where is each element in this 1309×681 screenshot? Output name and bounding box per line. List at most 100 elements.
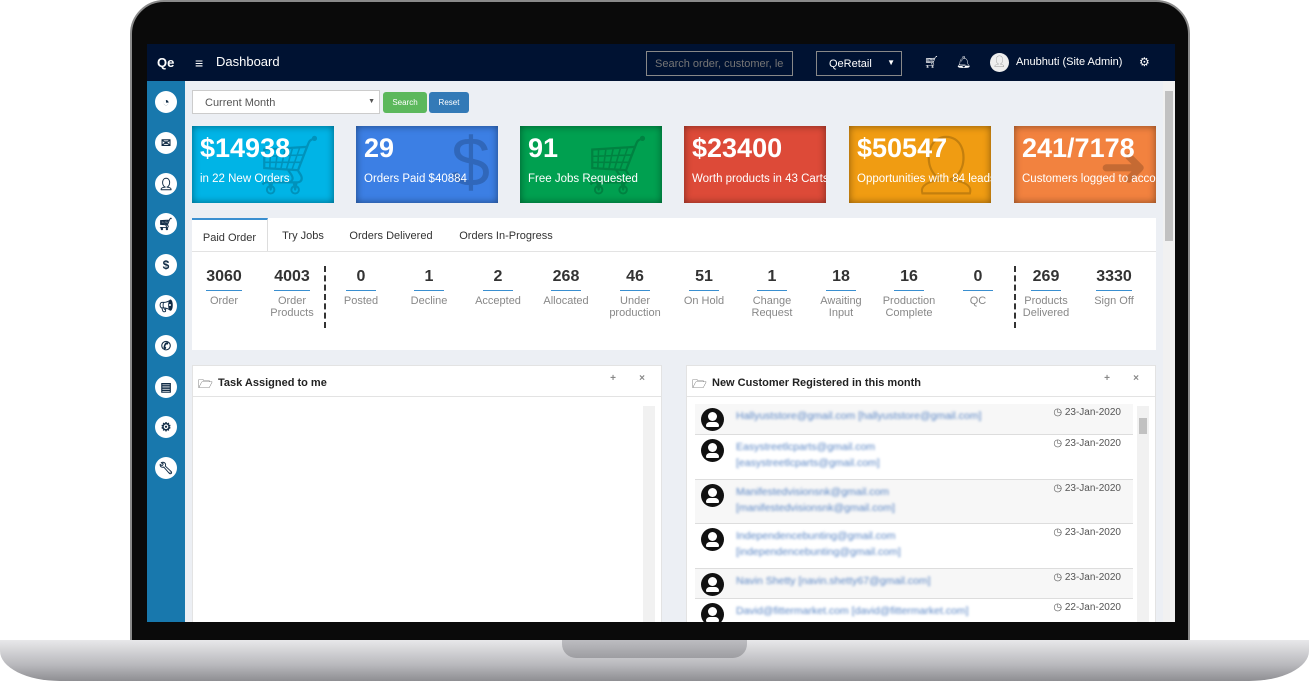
registered-date: ◷ 23-Jan-2020 — [1053, 527, 1121, 538]
scrollbar[interactable] — [1137, 406, 1149, 622]
expand-icon[interactable]: + — [1104, 373, 1110, 384]
scrollbar[interactable] — [643, 406, 655, 622]
store-select[interactable]: QeRetail ▼ — [816, 51, 902, 76]
card-carts[interactable]: $23400 Worth products in 43 Carts — [684, 126, 826, 203]
cart-icon[interactable]: 🛒︎ — [155, 213, 177, 235]
date-text: 23-Jan-2020 — [1064, 438, 1121, 449]
megaphone-icon[interactable]: 📢︎ — [155, 295, 177, 317]
avatar[interactable]: 👤︎ — [990, 53, 1009, 72]
stat-value: 269 — [1031, 268, 1061, 291]
dashboard-icon[interactable]: ◔ — [155, 91, 177, 113]
stat-item[interactable]: 2 Accepted — [466, 268, 530, 307]
card-label: in 22 New Orders — [200, 173, 290, 185]
tab-paid-order[interactable]: Paid Order — [192, 218, 268, 251]
clock-icon: ◷ — [1053, 572, 1065, 583]
registered-date: ◷ 22-Jan-2020 — [1053, 602, 1121, 613]
customer-row[interactable]: Hallyuststore@gmail.com [hallyuststore@g… — [695, 404, 1133, 435]
settings-icon[interactable]: ⚙ — [1139, 55, 1150, 69]
customer-email[interactable]: Easystreetlcparts@gmail.com [easystreetl… — [736, 441, 880, 469]
customer-row[interactable]: Easystreetlcparts@gmail.com [easystreetl… — [695, 435, 1133, 480]
user-name[interactable]: Anubhuti (Site Admin) — [1016, 56, 1123, 68]
card-opportunities[interactable]: 👤︎ $50547 Opportunities with 84 leads — [849, 126, 991, 203]
registered-date: ◷ 23-Jan-2020 — [1053, 407, 1121, 418]
clock-icon: ◷ — [1053, 602, 1065, 613]
stat-item[interactable]: 46 Under production — [603, 268, 667, 319]
cart-icon[interactable]: 🛒︎ — [924, 55, 940, 69]
caret-down-icon: ▼ — [887, 58, 895, 67]
menu-icon[interactable]: ≡ — [195, 55, 204, 71]
card-label: Worth products in 43 Carts — [692, 173, 826, 185]
stat-value: 268 — [551, 268, 581, 291]
card-customers-logged[interactable]: ➜ 241/7178 Customers logged to accou — [1014, 126, 1156, 203]
stat-value: 3330 — [1096, 268, 1132, 291]
customer-email[interactable]: Independencebunting@gmail.com [independe… — [736, 530, 901, 558]
customer-email[interactable]: David@fittermarket.com [david@fittermark… — [736, 605, 969, 617]
scroll-thumb[interactable] — [1165, 91, 1173, 241]
customer-row[interactable]: Manifestedvisionsnk@gmail.com [manifeste… — [695, 480, 1133, 524]
search-input[interactable] — [646, 51, 793, 76]
phone-icon[interactable]: ✆ — [155, 335, 177, 357]
stat-item[interactable]: 269 Products Delivered — [1014, 268, 1078, 319]
card-new-orders[interactable]: 🛒︎ $14938 in 22 New Orders — [192, 126, 334, 203]
bell-icon[interactable]: 🔔︎ — [956, 55, 972, 69]
envelope-icon[interactable]: ✉ — [155, 132, 177, 154]
stat-item[interactable]: 0 QC — [946, 268, 1010, 307]
tab-orders-in-progress[interactable]: Orders In-Progress — [459, 230, 553, 242]
close-icon[interactable]: × — [1133, 373, 1139, 384]
store-value: QeRetail — [829, 58, 872, 70]
stat-label: Allocated — [543, 295, 589, 307]
sign-in-icon: ➜ — [1099, 134, 1148, 199]
card-free-jobs[interactable]: 🛒︎ 91 Free Jobs Requested — [520, 126, 662, 203]
tab-orders-delivered[interactable]: Orders Delivered — [349, 230, 433, 242]
folder-open-icon: 🗁 — [198, 377, 213, 391]
registered-date: ◷ 23-Jan-2020 — [1053, 483, 1121, 494]
registered-date: ◷ 23-Jan-2020 — [1053, 572, 1121, 583]
customer-email[interactable]: Navin Shetty [navin.shetty67@gmail.com] — [736, 575, 931, 587]
period-select[interactable]: Current Month ▼ — [192, 90, 380, 114]
clock-icon: ◷ — [1053, 407, 1065, 418]
card-orders-paid[interactable]: $29 Orders Paid $40884 — [356, 126, 498, 203]
stat-item[interactable]: 0 Posted — [329, 268, 393, 307]
cart-icon: 🛒︎ — [580, 133, 654, 198]
customer-email[interactable]: Hallyuststore@gmail.com [hallyuststore@g… — [736, 410, 982, 422]
cogs-icon[interactable]: ⚙ — [155, 416, 177, 438]
card-label: Orders Paid $40884 — [364, 173, 467, 185]
card-label: Free Jobs Requested — [528, 173, 638, 185]
stat-item[interactable]: 1 Decline — [397, 268, 461, 307]
expand-icon[interactable]: + — [610, 373, 616, 384]
search-button[interactable]: Search — [383, 92, 427, 113]
stat-item[interactable]: 16 Production Complete — [877, 268, 941, 319]
customer-row[interactable]: David@fittermarket.com [david@fittermark… — [695, 599, 1133, 622]
wrench-icon[interactable]: 🔧︎ — [155, 457, 177, 479]
user-icon[interactable]: 👤︎ — [155, 173, 177, 195]
stat-item[interactable]: 268 Allocated — [534, 268, 598, 307]
page-scrollbar[interactable] — [1163, 81, 1175, 622]
topbar: Qe ≡ Dashboard QeRetail ▼ 🛒︎ 🔔︎ 👤︎ Anubhu… — [147, 44, 1175, 81]
stat-label: Accepted — [475, 295, 521, 307]
stat-item[interactable]: 4003 Order Products — [260, 268, 324, 319]
stat-value: 3060 — [206, 268, 242, 291]
customer-row[interactable]: Navin Shetty [navin.shetty67@gmail.com] ◷… — [695, 569, 1133, 599]
stat-label: Products Delivered — [1022, 295, 1070, 319]
stat-label: Order Products — [270, 295, 314, 319]
stat-item[interactable]: 3060 Order — [192, 268, 256, 307]
logo[interactable]: Qe — [157, 55, 175, 70]
document-icon[interactable]: ▤ — [155, 376, 177, 398]
stat-item[interactable]: 51 On Hold — [672, 268, 736, 307]
stat-label: Production Complete — [882, 295, 936, 319]
stat-item[interactable]: 1 Change Request — [740, 268, 804, 319]
caret-down-icon: ▼ — [368, 98, 375, 105]
dollar-icon[interactable]: $ — [155, 254, 177, 276]
stat-label: Awaiting Input — [820, 295, 862, 319]
close-icon[interactable]: × — [639, 373, 645, 384]
tab-try-jobs[interactable]: Try Jobs — [282, 230, 324, 242]
date-text: 22-Jan-2020 — [1064, 602, 1121, 613]
new-customers-panel: 🗁 New Customer Registered in this month + ×… — [686, 365, 1156, 622]
stat-item[interactable]: 18 Awaiting Input — [809, 268, 873, 319]
stat-item[interactable]: 3330 Sign Off — [1082, 268, 1146, 307]
customer-email[interactable]: Manifestedvisionsnk@gmail.com [manifeste… — [736, 486, 895, 514]
reset-button[interactable]: Reset — [429, 92, 469, 113]
task-panel: 🗁 Task Assigned to me + × — [192, 365, 662, 622]
card-label: Opportunities with 84 leads — [857, 173, 991, 185]
customer-row[interactable]: Independencebunting@gmail.com [independe… — [695, 524, 1133, 569]
